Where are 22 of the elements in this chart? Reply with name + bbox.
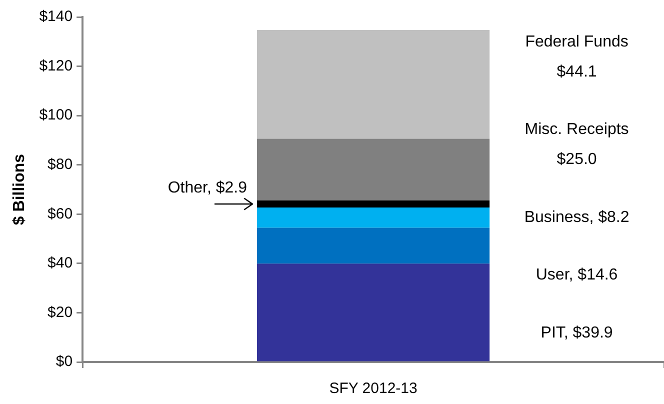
y-tick-label: $80 (48, 156, 73, 173)
bar (257, 200, 490, 208)
annotation: PIT, $39.9 (540, 324, 613, 342)
bar (257, 30, 490, 139)
y-tick-label: $40 (48, 254, 73, 272)
y-tick-label: $120 (39, 57, 73, 74)
annotation: Misc. Receipts $25.0 (524, 121, 629, 168)
x-tick-label: SFY 2012-13 (329, 380, 418, 398)
bar (257, 138, 490, 200)
y-axis-title: $ Billions (11, 154, 28, 226)
data-label: Other, $2.9 (168, 179, 248, 196)
y-tick-label: $0 (56, 353, 73, 370)
y-tick-label: $60 (48, 205, 73, 222)
bar (257, 264, 490, 362)
bar (257, 228, 490, 264)
y-tick-label: $100 (39, 106, 73, 124)
annotation: Federal Funds $44.1 (525, 33, 628, 80)
annotation: User, $14.6 (536, 266, 618, 284)
bar (257, 207, 490, 228)
y-tick-label: $140 (39, 8, 73, 26)
annotation: Business, $8.2 (524, 208, 630, 226)
y-tick-label: $20 (48, 304, 73, 321)
